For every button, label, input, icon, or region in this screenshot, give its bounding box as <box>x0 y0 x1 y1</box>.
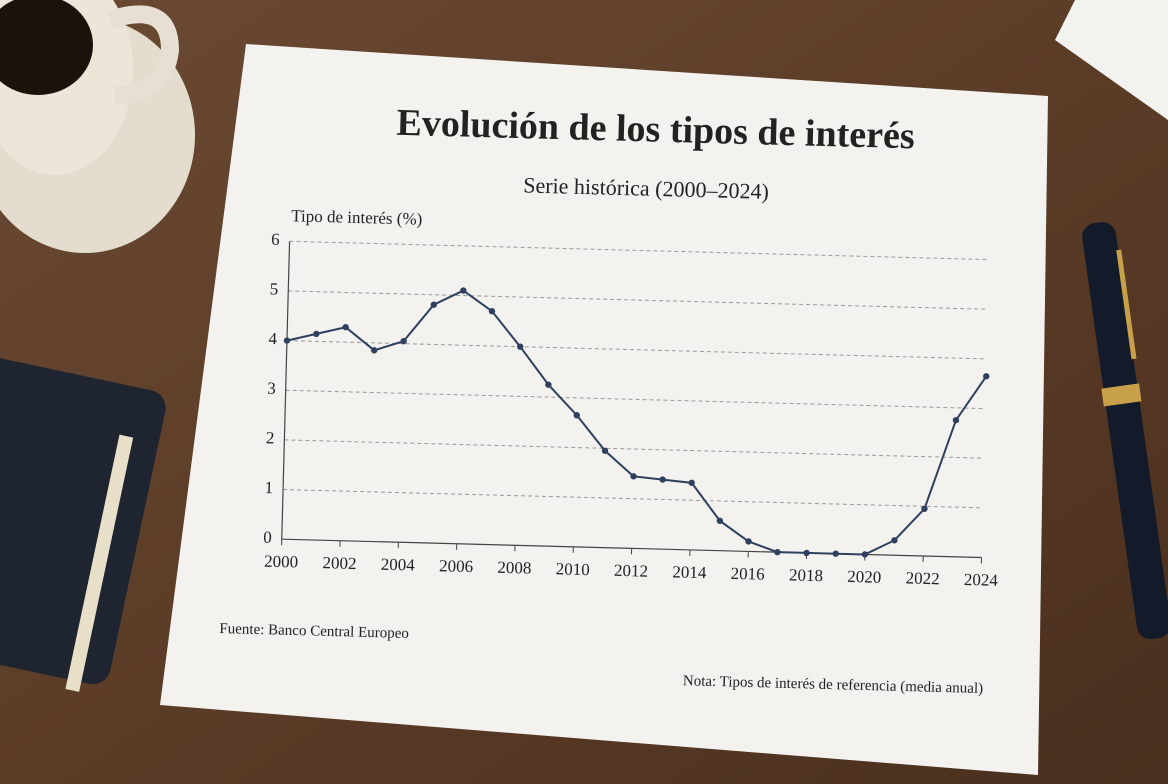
data-point <box>659 476 666 483</box>
data-point <box>688 479 695 487</box>
x-tick-label: 2010 <box>556 559 590 579</box>
source: Fuente: Banco Central Europeo <box>219 621 409 642</box>
data-point <box>488 307 496 315</box>
y-axis-label: Tipo de interés (%) <box>291 206 423 228</box>
notebook <box>0 355 166 692</box>
grid-line <box>284 439 985 459</box>
chart: Evolución de los tipos de interés Serie … <box>219 102 999 697</box>
data-point <box>952 417 960 424</box>
book-corner <box>1055 0 1168 120</box>
x-tick-label: 2004 <box>381 555 416 575</box>
x-tick-label: 2000 <box>264 552 298 572</box>
y-tick-label: 4 <box>268 329 277 348</box>
data-point <box>342 324 349 331</box>
y-tick-label: 2 <box>266 428 275 447</box>
data-point <box>716 517 724 525</box>
data-point <box>283 337 291 344</box>
paper <box>160 44 1048 775</box>
x-tick-label: 2016 <box>730 564 764 584</box>
data-point <box>400 337 407 345</box>
data-point <box>430 301 437 308</box>
data-point <box>545 381 552 388</box>
data-point <box>983 373 990 380</box>
x-tick-label: 2008 <box>497 558 531 578</box>
data-point <box>921 505 928 513</box>
grid-line <box>286 340 987 360</box>
x-tick-label: 2006 <box>439 556 473 576</box>
data-point <box>371 347 378 354</box>
data-point <box>601 447 609 454</box>
data-point <box>313 330 320 338</box>
y-tick-label: 0 <box>263 528 272 547</box>
data-point <box>573 412 580 419</box>
coffee-cup <box>0 0 195 253</box>
data-point <box>891 537 898 544</box>
y-tick-label: 5 <box>270 279 279 298</box>
data-point <box>517 343 524 350</box>
x-tick-label: 2022 <box>905 568 939 588</box>
grid-line <box>289 240 990 261</box>
data-point <box>832 550 839 557</box>
x-tick-label: 2012 <box>614 561 648 581</box>
data-point <box>460 287 467 294</box>
grid-line <box>285 389 986 410</box>
y-tick-label: 3 <box>267 379 276 398</box>
data-point <box>774 548 781 556</box>
x-tick-label: 2024 <box>964 570 999 590</box>
x-tick-label: 2014 <box>672 562 707 582</box>
y-axis <box>281 241 291 540</box>
data-point <box>745 538 752 545</box>
data-point <box>861 551 869 558</box>
y-tick-label: 6 <box>271 230 280 249</box>
grid-line <box>283 489 983 509</box>
pen <box>1082 222 1168 640</box>
grid-line <box>288 290 989 310</box>
y-tick-label: 1 <box>264 478 273 497</box>
x-tick-label: 2020 <box>847 567 881 587</box>
data-point <box>630 473 637 480</box>
data-point <box>803 549 810 557</box>
x-tick-label: 2002 <box>322 553 356 573</box>
note: Nota: Tipos de interés de referencia (me… <box>683 673 984 697</box>
x-tick-label: 2018 <box>789 565 823 585</box>
